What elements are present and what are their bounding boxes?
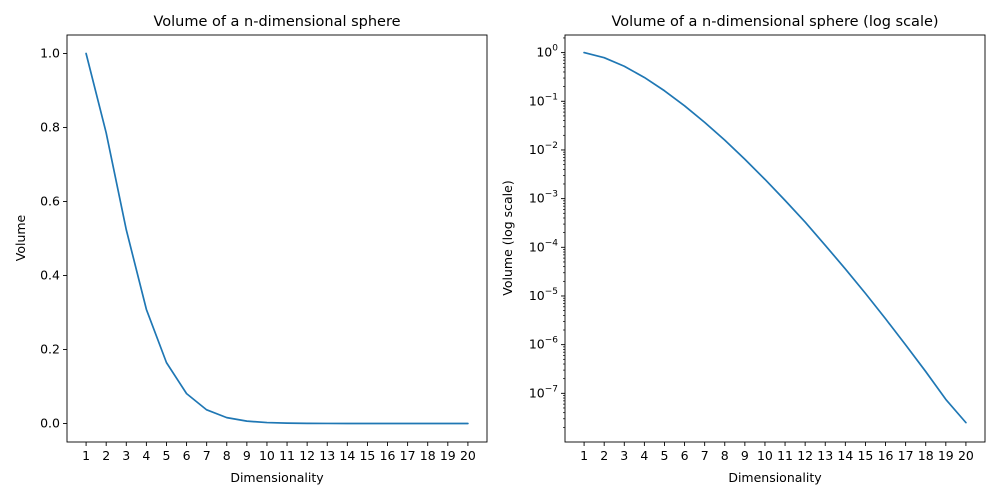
y-tick-label: 10−6 [529,336,558,352]
x-tick-label: 12 [797,448,813,463]
x-axis-ticks: 1 2 3 4 5 6 7 8 9 10 11 12 13 14 15 16 17 18 19 20 [82,442,476,463]
x-tick-label: 2 [600,448,608,463]
x-tick-label: 14 [837,448,853,463]
x-tick-label: 7 [701,448,709,463]
y-tick-label: 10−4 [529,238,558,254]
x-tick-label: 17 [400,448,416,463]
x-tick-label: 16 [380,448,396,463]
x-tick-label: 2 [102,448,110,463]
x-tick-label: 8 [721,448,729,463]
x-tick-label: 15 [359,448,375,463]
x-tick-label: 7 [203,448,211,463]
x-tick-label: 18 [420,448,436,463]
x-tick-label: 16 [878,448,894,463]
x-tick-label: 18 [918,448,934,463]
x-axis-label: Dimensionality [230,470,324,485]
x-tick-label: 12 [299,448,315,463]
x-tick-label: 17 [898,448,914,463]
y-tick-label: 10−5 [529,287,558,303]
y-tick-label: 10−7 [529,384,558,400]
x-tick-label: 3 [122,448,130,463]
y-axis-ticks: 100 10−1 10−2 10−3 10−4 10−5 10−6 10−7 [529,44,565,400]
x-tick-label: 19 [938,448,954,463]
y-axis-label: Volume (log scale) [500,180,515,295]
x-tick-label: 4 [142,448,150,463]
y-axis-ticks: 0.0 0.2 0.4 0.6 0.8 1.0 [40,46,67,431]
x-tick-label: 10 [259,448,275,463]
x-tick-label: 6 [681,448,689,463]
x-tick-label: 10 [757,448,773,463]
plot-area [66,34,488,443]
volume-series-line [583,51,967,424]
x-tick-label: 1 [82,448,90,463]
y-tick-label: 0.4 [40,268,60,283]
x-tick-label: 11 [279,448,295,463]
x-tick-label: 5 [162,448,170,463]
x-tick-label: 13 [319,448,335,463]
x-tick-label: 19 [440,448,456,463]
x-tick-label: 15 [857,448,873,463]
x-tick-label: 20 [460,448,476,463]
x-tick-label: 11 [777,448,793,463]
x-tick-label: 13 [817,448,833,463]
y-tick-label: 0.8 [40,120,60,135]
y-axis-label: Volume [13,214,28,261]
x-tick-label: 3 [620,448,628,463]
log-volume-chart: Volume of a n-dimensional sphere (log sc… [500,14,986,485]
x-axis-label: Dimensionality [728,470,822,485]
y-tick-label: 0.6 [40,194,60,209]
chart-title: Volume of a n-dimensional sphere [153,14,400,30]
y-tick-label: 10−3 [529,190,558,206]
x-tick-label: 6 [183,448,191,463]
y-tick-label: 10−2 [529,141,558,157]
y-tick-label: 100 [536,44,558,60]
y-tick-label: 0.2 [40,342,60,357]
linear-volume-chart: Volume of a n-dimensional sphere Dimensi… [13,14,488,485]
x-tick-label: 1 [580,448,588,463]
x-tick-label: 14 [339,448,355,463]
x-tick-label: 4 [640,448,648,463]
x-tick-label: 9 [741,448,749,463]
x-tick-label: 9 [243,448,251,463]
x-tick-label: 8 [223,448,231,463]
y-tick-label: 1.0 [40,46,60,61]
y-tick-label: 0.0 [40,416,60,431]
plot-area [564,34,986,443]
volume-series-line [85,52,469,425]
x-tick-label: 5 [660,448,668,463]
x-axis-ticks: 1 2 3 4 5 6 7 8 9 10 11 12 13 14 15 16 17 18 19 20 [580,442,974,463]
y-tick-label: 10−1 [529,92,558,108]
x-tick-label: 20 [958,448,974,463]
chart-title: Volume of a n-dimensional sphere (log sc… [611,14,938,30]
